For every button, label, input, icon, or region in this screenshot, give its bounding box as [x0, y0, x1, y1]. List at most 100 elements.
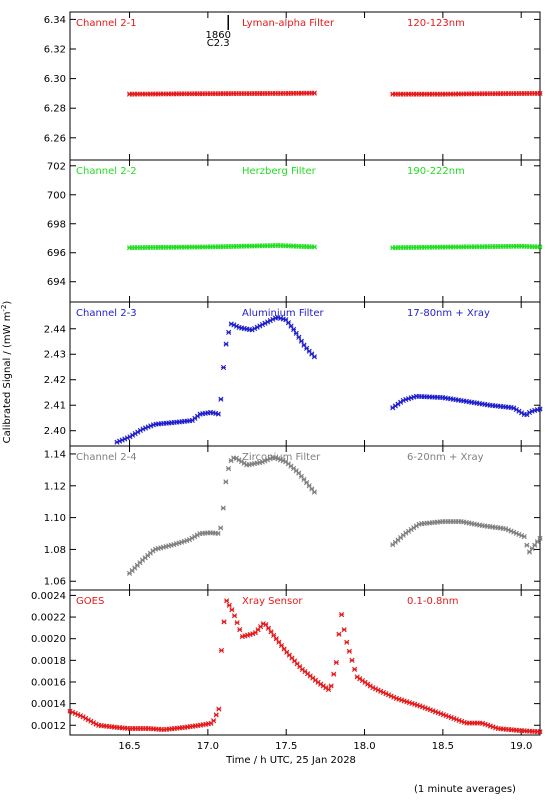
data-point	[215, 530, 221, 537]
data-point	[296, 334, 302, 340]
band-label: 17-80nm + Xray	[407, 308, 490, 319]
x-axis-label: Time / h UTC, 25 Jan 2028	[225, 755, 356, 766]
flare-marker: 1860 C2.3	[206, 15, 231, 49]
data-point	[529, 546, 535, 552]
y-tick-label: 6.32	[44, 45, 66, 56]
y-tick-label: 6.26	[44, 133, 66, 144]
y-tick-label: 1.14	[44, 449, 66, 460]
x-tick-label: 18.0	[353, 741, 375, 752]
data-point	[223, 479, 229, 485]
y-tick-label: 702	[47, 161, 66, 172]
data-points	[67, 598, 543, 735]
data-point	[288, 323, 294, 329]
data-point	[311, 489, 317, 495]
y-tick-label: 6.34	[44, 15, 66, 26]
filter-label: Lyman-alpha Filter	[242, 18, 335, 29]
data-point	[344, 639, 350, 645]
data-point	[234, 620, 240, 626]
x-tick-label: 16.5	[118, 741, 140, 752]
channel-label: Channel 2-1	[76, 18, 137, 29]
data-point	[215, 411, 221, 417]
data-point	[226, 329, 232, 335]
y-axis-label: Calibrated Signal / (mW m-2)	[0, 301, 13, 444]
data-points	[126, 242, 543, 251]
y-tick-label: 0.0012	[31, 721, 66, 732]
panel-frame	[69, 589, 541, 736]
x-tick-label: 17.0	[197, 741, 219, 752]
y-tick-label: 1.06	[44, 577, 66, 588]
y-tick-label: 696	[47, 248, 66, 259]
data-point	[328, 683, 334, 689]
data-point	[336, 631, 342, 637]
y-tick-label: 0.0022	[31, 613, 66, 624]
channel-label: Channel 2-4	[76, 452, 137, 463]
y-tick-label: 6.30	[44, 74, 66, 85]
data-point	[349, 657, 355, 663]
data-point	[263, 622, 269, 628]
y-tick-label: 0.0016	[31, 677, 66, 688]
data-point	[237, 627, 243, 633]
data-point	[218, 525, 224, 531]
y-tick-label: 0.0024	[31, 591, 66, 602]
data-point	[534, 539, 540, 545]
data-point	[225, 466, 232, 472]
data-point	[293, 330, 299, 336]
filter-label: Herzberg Filter	[242, 166, 317, 177]
band-label: 190-222nm	[407, 166, 465, 177]
data-point	[211, 718, 217, 724]
y-tick-label: 0.0018	[31, 656, 66, 667]
filter-label: Zirconium Filter	[242, 452, 321, 463]
y-tick-label: 2.42	[44, 375, 66, 386]
data-point	[226, 602, 232, 608]
data-point	[526, 549, 533, 555]
data-point	[265, 625, 272, 631]
filter-label: Xray Sensor	[242, 596, 303, 607]
data-point	[285, 320, 292, 326]
chart-panel: 1.06 1.08 1.10 1.12 1.14 Channel 2-4 Zirconium…	[44, 445, 543, 591]
data-point	[311, 244, 317, 250]
data-point	[537, 244, 543, 250]
data-points	[114, 315, 543, 445]
data-point	[218, 647, 225, 654]
data-point	[521, 534, 527, 540]
channel-label: GOES	[76, 596, 104, 607]
data-point	[537, 535, 543, 541]
y-tick-label: 1.10	[44, 513, 66, 524]
channel-label: Channel 2-2	[76, 166, 137, 177]
data-point	[341, 627, 347, 633]
y-tick-label: 2.44	[44, 324, 66, 335]
y-tick-label: 2.41	[44, 401, 66, 412]
y-tick-label: 2.40	[44, 426, 66, 437]
data-point	[338, 612, 345, 618]
y-tick-label: 0.0014	[31, 699, 66, 710]
data-points	[126, 90, 543, 97]
band-label: 120-123nm	[407, 18, 465, 29]
channel-label: Channel 2-3	[76, 308, 137, 319]
y-tick-label: 700	[47, 190, 66, 201]
y-tick-label: 1.08	[44, 545, 66, 556]
data-point	[311, 354, 317, 360]
y-tick-label: 0.0020	[31, 634, 66, 645]
data-point	[311, 90, 317, 96]
band-label: 0.1-0.8nm	[407, 596, 459, 607]
data-point	[220, 505, 226, 511]
data-point	[216, 706, 222, 712]
averaging-note: (1 minute averages)	[414, 784, 516, 795]
data-point	[537, 729, 543, 735]
band-label: 6-20nm + Xray	[407, 452, 484, 463]
data-point	[224, 598, 230, 604]
x-tick-label: 18.5	[432, 741, 454, 752]
data-point	[221, 619, 227, 625]
chart-panel: 0.0012 0.0014 0.0016 0.0018 0.0020 0.0022 0.00…	[31, 589, 543, 736]
data-point	[229, 607, 235, 613]
y-tick-label: 694	[47, 277, 66, 288]
data-point	[213, 712, 219, 718]
x-tick-label: 19.0	[510, 741, 532, 752]
chart-panel: 694 696 698 700 702 Channel 2-2 Herzberg Filte…	[47, 159, 543, 303]
panel-frame	[69, 301, 541, 447]
data-point	[223, 341, 229, 347]
panel-frame	[69, 159, 541, 303]
panel-frame	[69, 11, 541, 161]
data-point	[218, 396, 224, 402]
